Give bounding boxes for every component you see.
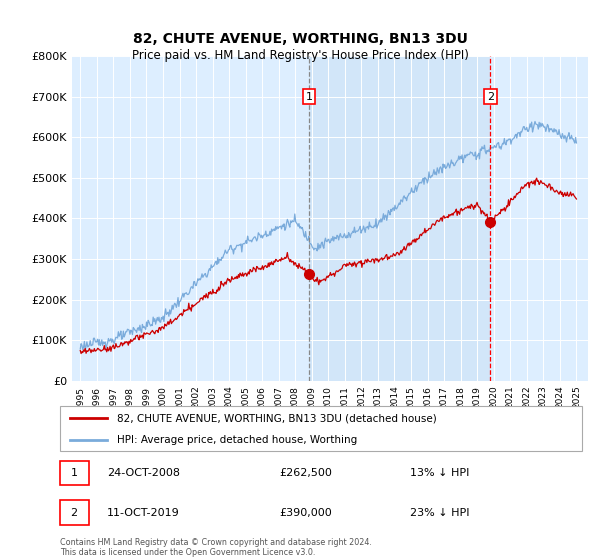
Text: Price paid vs. HM Land Registry's House Price Index (HPI): Price paid vs. HM Land Registry's House … xyxy=(131,49,469,63)
Bar xyxy=(309,56,490,381)
Text: 11-OCT-2019: 11-OCT-2019 xyxy=(107,507,180,517)
Text: 23% ↓ HPI: 23% ↓ HPI xyxy=(410,507,469,517)
Text: 2: 2 xyxy=(71,507,77,517)
FancyBboxPatch shape xyxy=(60,406,582,451)
Text: 13% ↓ HPI: 13% ↓ HPI xyxy=(410,468,469,478)
Text: 1: 1 xyxy=(305,92,313,101)
FancyBboxPatch shape xyxy=(60,501,89,525)
Text: 82, CHUTE AVENUE, WORTHING, BN13 3DU: 82, CHUTE AVENUE, WORTHING, BN13 3DU xyxy=(133,32,467,46)
Text: 2: 2 xyxy=(487,92,494,101)
Text: £390,000: £390,000 xyxy=(279,507,332,517)
Text: 82, CHUTE AVENUE, WORTHING, BN13 3DU (detached house): 82, CHUTE AVENUE, WORTHING, BN13 3DU (de… xyxy=(118,413,437,423)
Text: 24-OCT-2008: 24-OCT-2008 xyxy=(107,468,180,478)
Text: 1: 1 xyxy=(71,468,77,478)
Text: HPI: Average price, detached house, Worthing: HPI: Average price, detached house, Wort… xyxy=(118,435,358,445)
Text: £262,500: £262,500 xyxy=(279,468,332,478)
Text: Contains HM Land Registry data © Crown copyright and database right 2024.
This d: Contains HM Land Registry data © Crown c… xyxy=(60,538,372,557)
FancyBboxPatch shape xyxy=(60,460,89,485)
